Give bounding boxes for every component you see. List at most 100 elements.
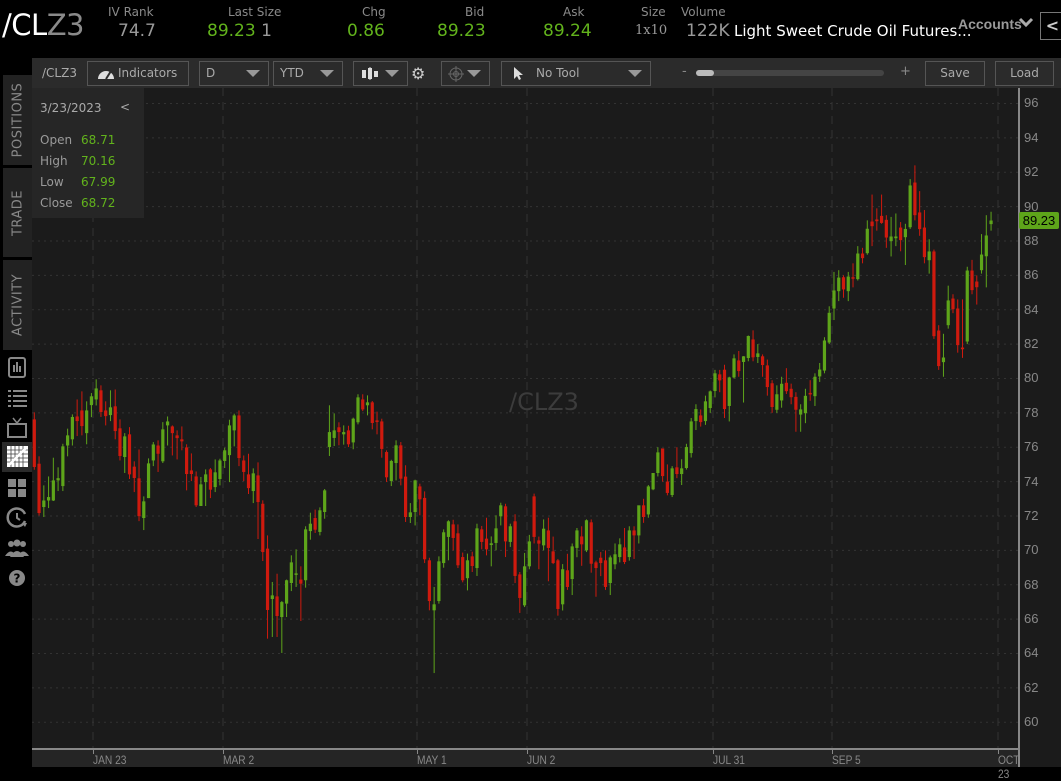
candle[interactable] <box>323 488 327 519</box>
candle[interactable] <box>161 422 165 464</box>
aggregation-select[interactable]: D <box>199 61 269 86</box>
candle[interactable] <box>680 459 684 486</box>
chevron-down-icon[interactable] <box>1018 14 1034 30</box>
candle[interactable] <box>508 523 512 547</box>
accounts-menu[interactable]: Accounts <box>958 16 1022 32</box>
candle[interactable] <box>627 526 631 561</box>
candle[interactable] <box>261 500 265 561</box>
candle[interactable] <box>246 453 251 494</box>
candle[interactable] <box>970 259 974 295</box>
candle[interactable] <box>722 364 727 418</box>
candle[interactable] <box>204 469 208 506</box>
candle[interactable] <box>180 426 184 451</box>
candle[interactable] <box>99 385 103 417</box>
tab-activity[interactable]: ACTIVITY <box>3 260 32 350</box>
candle[interactable] <box>808 380 812 401</box>
candle[interactable] <box>461 552 465 583</box>
candle[interactable] <box>85 401 89 445</box>
candle[interactable] <box>780 376 784 408</box>
candle[interactable] <box>380 418 384 458</box>
candle[interactable] <box>670 466 674 498</box>
candle[interactable] <box>318 507 322 536</box>
charts-tab-active[interactable] <box>2 442 32 472</box>
candle[interactable] <box>979 234 984 274</box>
candle[interactable] <box>370 400 374 430</box>
chart-type-select[interactable] <box>353 61 408 86</box>
zoom-slider-thumb[interactable] <box>696 70 714 76</box>
people-icon[interactable] <box>4 535 30 561</box>
candle[interactable] <box>94 379 98 406</box>
candle[interactable] <box>175 430 179 460</box>
save-button[interactable]: Save <box>925 61 985 86</box>
candle[interactable] <box>956 299 960 353</box>
candle[interactable] <box>423 491 427 564</box>
candle[interactable] <box>194 471 198 508</box>
candle[interactable] <box>308 512 312 540</box>
candle[interactable] <box>518 572 522 613</box>
candle[interactable] <box>284 579 289 618</box>
candle[interactable] <box>418 483 422 516</box>
list-icon[interactable] <box>4 385 30 411</box>
candle[interactable] <box>104 401 108 426</box>
candle[interactable] <box>146 458 151 499</box>
chart-book-icon[interactable] <box>4 355 30 381</box>
candle[interactable] <box>413 479 417 526</box>
candle[interactable] <box>870 194 874 247</box>
collapse-panel-button[interactable]: < <box>1040 12 1061 40</box>
candle[interactable] <box>327 405 332 456</box>
candle[interactable] <box>551 536 555 565</box>
candle[interactable] <box>918 191 922 236</box>
candle[interactable] <box>465 553 470 591</box>
candle[interactable] <box>456 524 460 569</box>
zoom-out-button[interactable]: - <box>682 64 687 79</box>
candle[interactable] <box>975 275 979 305</box>
candle[interactable] <box>132 461 136 493</box>
candle[interactable] <box>837 270 841 302</box>
candle[interactable] <box>565 553 570 590</box>
candle[interactable] <box>437 556 441 604</box>
candle[interactable] <box>546 517 550 582</box>
candle[interactable] <box>984 215 988 288</box>
candle[interactable] <box>384 450 389 482</box>
candle[interactable] <box>442 529 446 568</box>
candle[interactable] <box>922 210 927 264</box>
candle[interactable] <box>894 213 898 247</box>
candle[interactable] <box>332 413 336 447</box>
chart-symbol[interactable]: /CLZ3 <box>42 66 77 80</box>
candle[interactable] <box>213 459 217 493</box>
candle[interactable] <box>656 447 660 477</box>
ask-value[interactable]: 89.24 <box>543 21 592 41</box>
candle[interactable] <box>232 413 236 447</box>
candle[interactable] <box>70 414 74 446</box>
candle[interactable] <box>580 526 584 566</box>
candle[interactable] <box>575 528 579 558</box>
candle[interactable] <box>542 519 546 551</box>
candle[interactable] <box>789 383 793 405</box>
candle[interactable] <box>61 443 65 492</box>
candle[interactable] <box>522 552 527 608</box>
candle[interactable] <box>189 453 193 482</box>
candle[interactable] <box>503 503 508 558</box>
candle[interactable] <box>480 525 484 550</box>
candle[interactable] <box>889 216 893 257</box>
candle[interactable] <box>294 549 298 587</box>
timeframe-select[interactable]: YTD <box>273 61 343 86</box>
candle[interactable] <box>37 456 41 516</box>
tab-trade[interactable]: TRADE <box>3 168 32 257</box>
candle[interactable] <box>446 520 451 561</box>
candle[interactable] <box>694 404 698 431</box>
candle[interactable] <box>275 573 279 637</box>
candle[interactable] <box>860 247 865 264</box>
candle[interactable] <box>613 543 617 570</box>
candle[interactable] <box>946 285 950 329</box>
candle[interactable] <box>137 449 141 522</box>
candle[interactable] <box>899 222 903 252</box>
candle[interactable] <box>470 551 474 572</box>
help-icon[interactable]: ? <box>4 565 30 591</box>
candle[interactable] <box>365 395 370 416</box>
candle[interactable] <box>584 519 589 553</box>
candle[interactable] <box>599 552 603 577</box>
candle[interactable] <box>594 560 598 597</box>
candle[interactable] <box>684 443 689 470</box>
candle[interactable] <box>489 536 493 567</box>
